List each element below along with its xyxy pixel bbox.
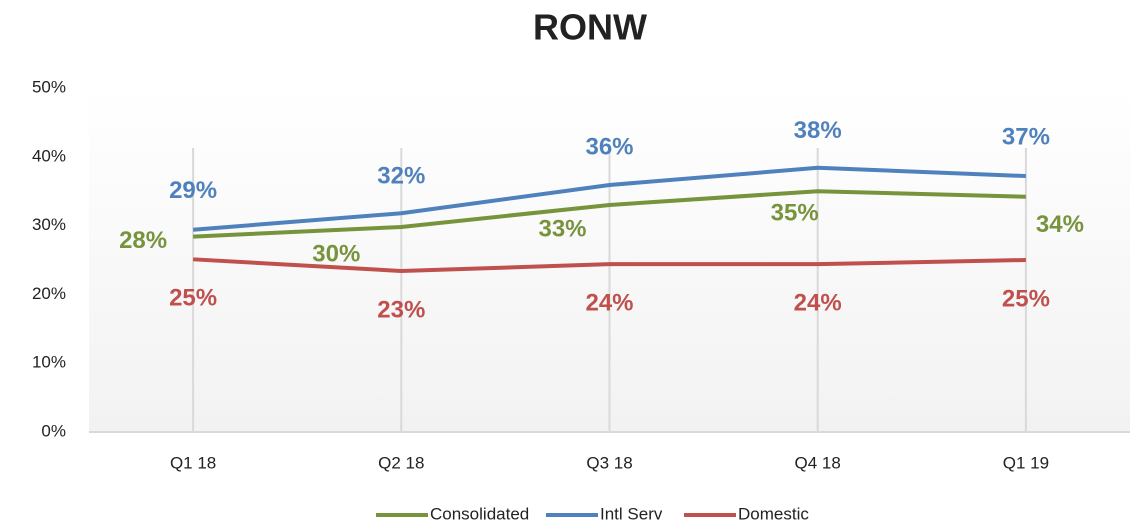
y-tick-label: 50% (32, 77, 66, 96)
series-line (192, 257, 1026, 274)
legend-label: Intl Serv (600, 504, 663, 523)
data-label: 25% (1002, 285, 1050, 312)
data-label: 24% (585, 289, 633, 316)
data-label: 23% (377, 296, 425, 323)
y-tick-label: 0% (41, 421, 66, 440)
data-label: 25% (169, 285, 217, 312)
data-label: 32% (377, 163, 425, 190)
y-tick-label: 40% (32, 146, 66, 165)
y-tick-label: 20% (32, 284, 66, 303)
data-label: 28% (119, 227, 167, 254)
y-tick-label: 30% (32, 215, 66, 234)
data-label: 34% (1036, 211, 1084, 238)
data-label: 24% (794, 289, 842, 316)
data-label: 35% (771, 200, 819, 227)
data-label: 37% (1002, 123, 1050, 150)
x-tick-label: Q3 18 (586, 453, 632, 472)
legend-label: Domestic (738, 504, 809, 523)
x-tick-label: Q2 18 (378, 453, 424, 472)
data-label: 30% (312, 240, 360, 267)
x-tick-label: Q4 18 (795, 453, 841, 472)
y-tick-label: 10% (32, 353, 66, 372)
series-line (192, 165, 1026, 232)
x-tick-label: Q1 18 (170, 453, 216, 472)
data-label: 29% (169, 177, 217, 204)
x-tick-label: Q1 19 (1003, 453, 1049, 472)
data-label: 36% (585, 133, 633, 160)
series-line (193, 189, 1026, 239)
chart-title: RONW (533, 7, 647, 48)
data-label: 38% (794, 117, 842, 144)
legend-label: Consolidated (430, 504, 529, 523)
data-label: 33% (538, 215, 586, 242)
